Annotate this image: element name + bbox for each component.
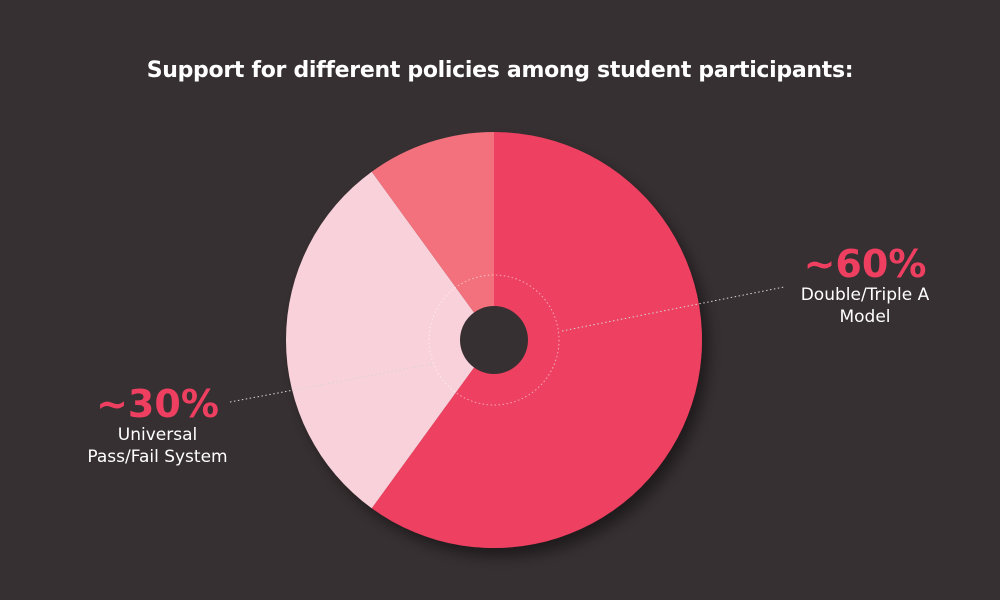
inner-dotted-ring bbox=[428, 274, 560, 406]
pie-slice-1 bbox=[371, 132, 702, 548]
data-label-universal-line1: Universal bbox=[117, 425, 198, 445]
callout-double-triple: ~60% Double/Triple A Model bbox=[770, 244, 960, 328]
data-label-universal-value: ~30% bbox=[96, 382, 219, 426]
callout-universal-pass-fail: ~30% Universal Pass/Fail System bbox=[50, 384, 265, 468]
leader-line-double-triple bbox=[561, 286, 785, 332]
data-label-double-triple-line2: Model bbox=[839, 307, 891, 327]
chart-title: Support for different policies among stu… bbox=[146, 58, 854, 83]
donut-slices bbox=[285, 132, 702, 548]
pie-slice-3 bbox=[371, 132, 494, 340]
donut-hole bbox=[460, 306, 528, 374]
data-label-double-triple-value: ~60% bbox=[803, 242, 927, 286]
data-label-universal-line2: Pass/Fail System bbox=[87, 447, 228, 467]
data-label-double-triple-line1: Double/Triple A bbox=[800, 285, 930, 305]
pie-slice-2 bbox=[285, 171, 494, 509]
